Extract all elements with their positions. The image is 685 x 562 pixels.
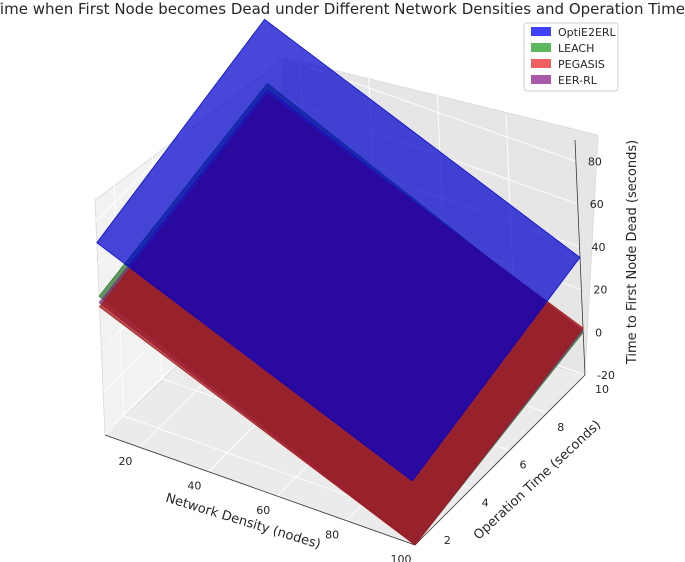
legend-label-pegasis: PEGASIS (558, 58, 605, 71)
legend-swatch-opti (531, 27, 551, 36)
y-tick-label: 6 (519, 459, 526, 472)
chart-title: Time when First Node becomes Dead under … (0, 0, 685, 18)
legend-swatch-leach (531, 43, 551, 52)
y-tick-label: 8 (557, 421, 564, 434)
z-tick-label: 40 (592, 241, 606, 254)
tick-labels: 20 40 60 80 100 2 4 6 8 10-20 0 20 40 60 80 (118, 155, 615, 562)
x-tick-label: 40 (187, 480, 201, 493)
z-axis-label: Time to First Node Dead (seconds) (625, 140, 640, 365)
x-tick-label: 80 (325, 529, 339, 542)
z-tick-label: 80 (588, 155, 602, 168)
surfaces (96, 18, 584, 546)
surface-optie2erl (96, 18, 581, 482)
y-tick-label: 10 (595, 383, 609, 396)
legend-label-opti: OptiE2ERL (558, 26, 617, 39)
z-tick-label: -20 (597, 369, 615, 382)
axis-line (414, 374, 586, 546)
legend: OptiE2ERL LEACH PEGASIS EER-RL (523, 22, 619, 92)
x-tick-label: 60 (256, 504, 270, 517)
z-tick-label: 20 (593, 284, 607, 297)
x-tick-label: 100 (391, 553, 412, 562)
legend-label-leach: LEACH (558, 42, 594, 55)
z-tick-label: 60 (590, 198, 604, 211)
y-tick-label: 4 (482, 496, 489, 509)
legend-box (523, 22, 619, 92)
z-tick-label: 0 (595, 326, 602, 339)
legend-label-eerrl: EER-RL (558, 74, 598, 87)
x-tick-label: 20 (118, 455, 132, 468)
legend-swatch-pegasis (531, 59, 551, 68)
y-tick-label: 2 (444, 534, 451, 547)
axis-line (104, 434, 416, 546)
legend-swatch-eerrl (531, 75, 551, 84)
